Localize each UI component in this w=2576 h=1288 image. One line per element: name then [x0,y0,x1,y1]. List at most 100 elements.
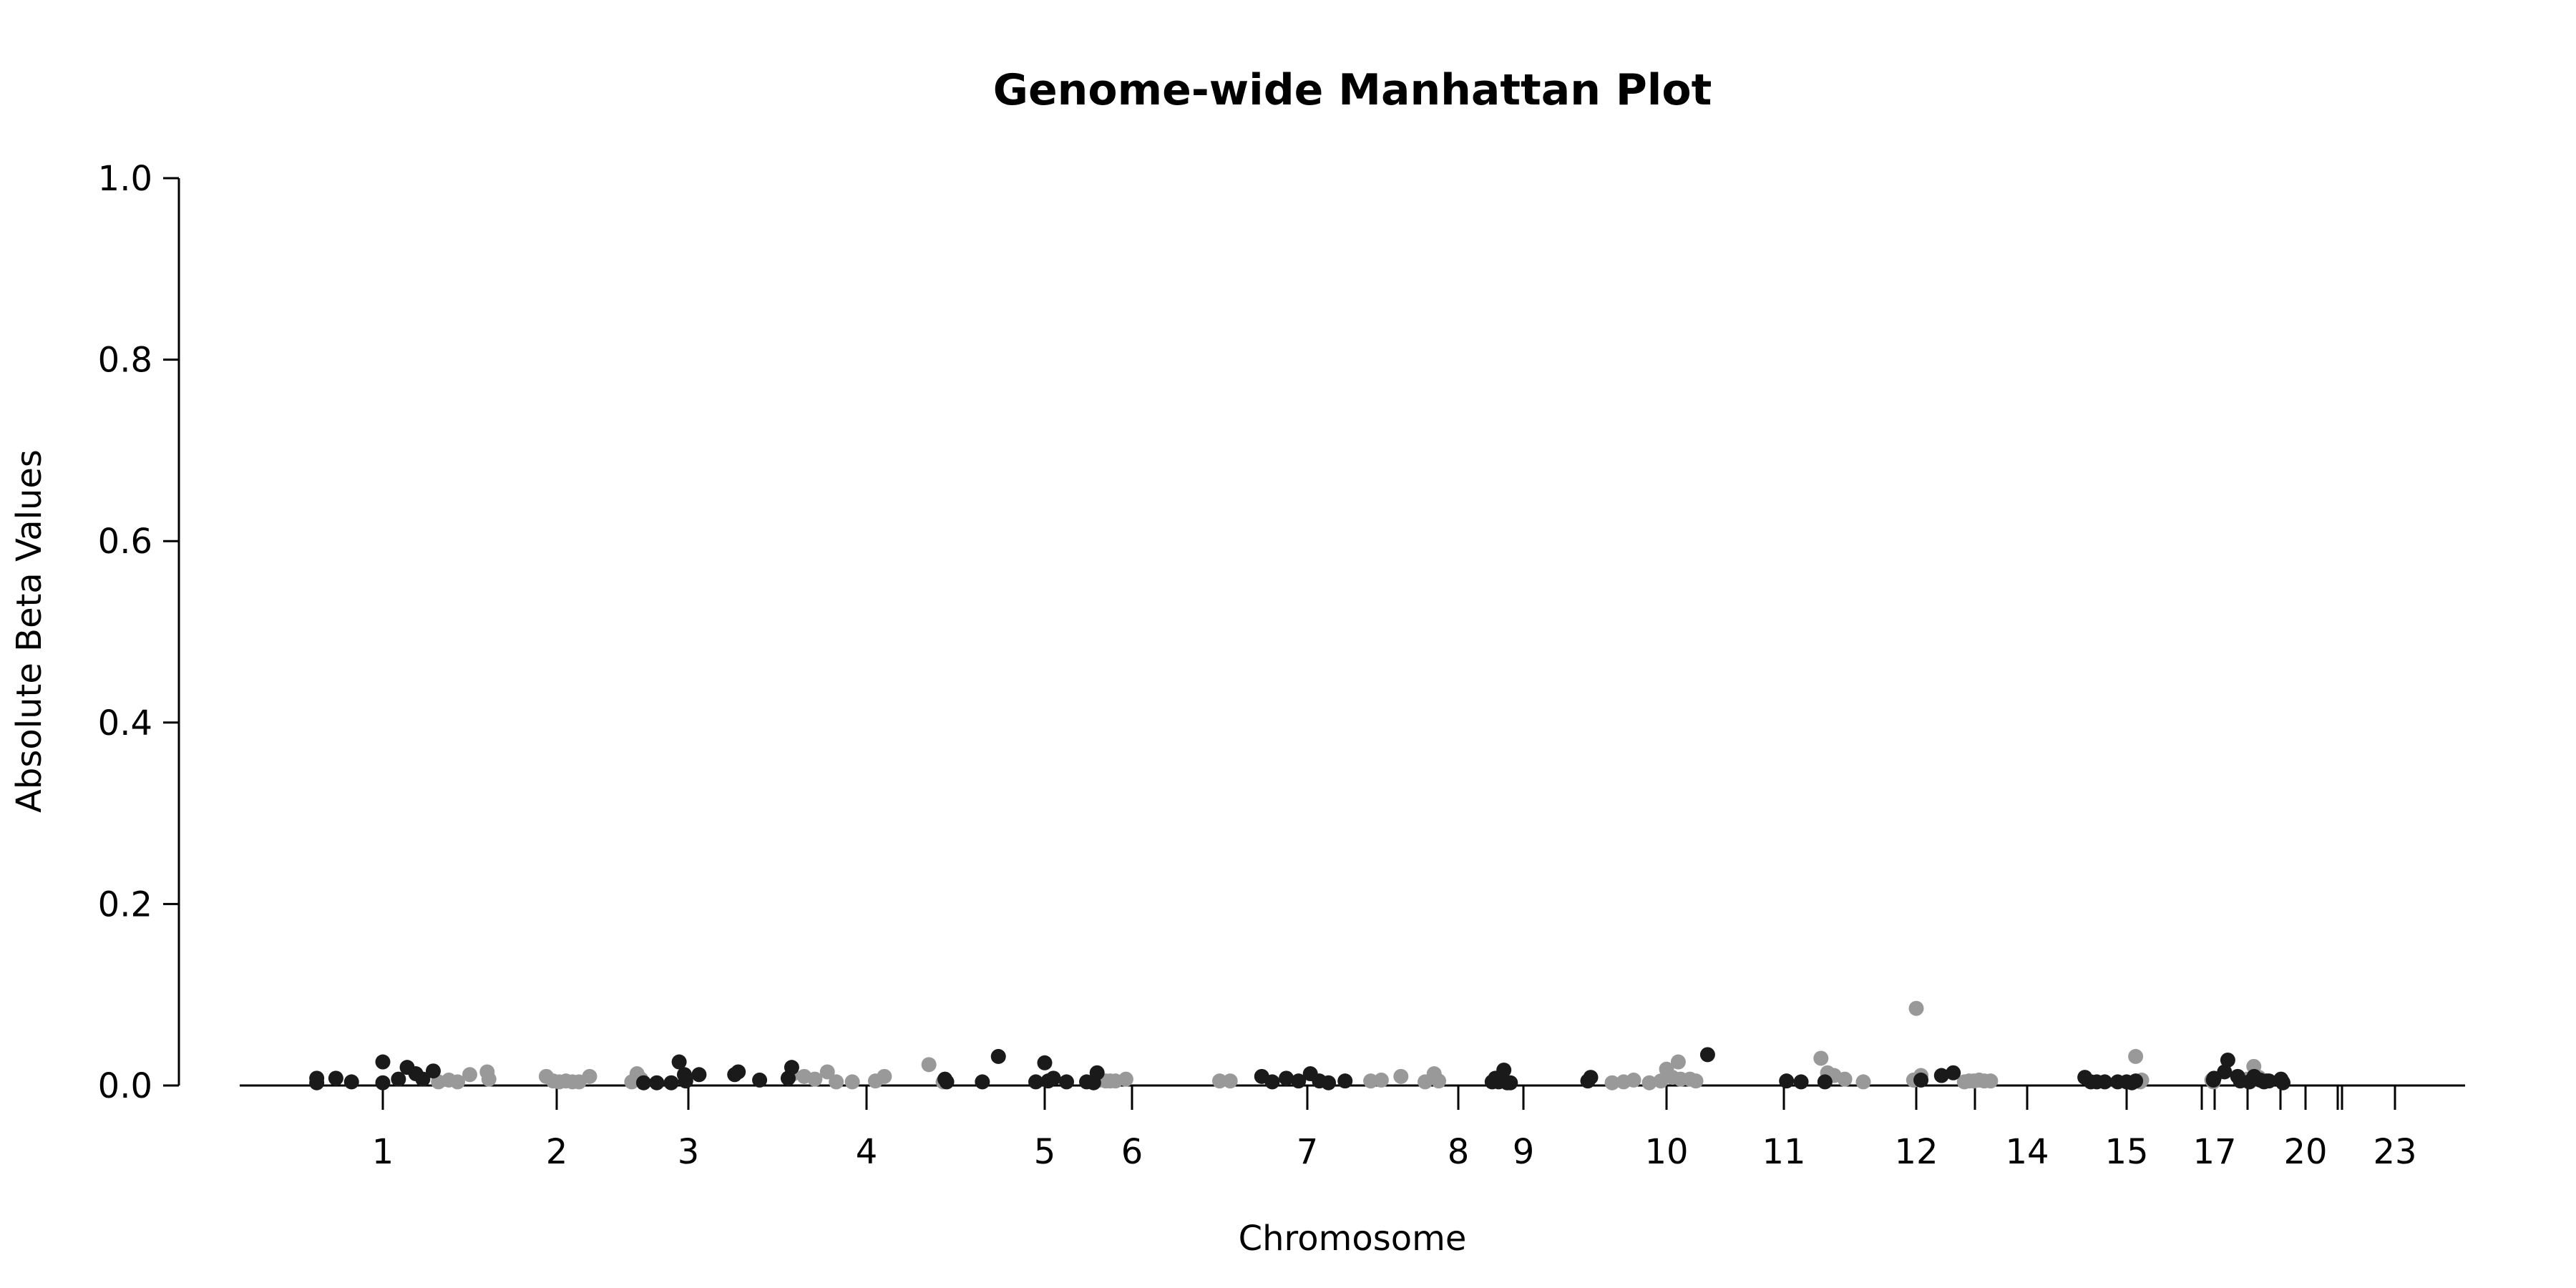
data-point-light [877,1068,892,1084]
data-point-dark [2220,1052,2235,1068]
data-point-light [1908,1000,1924,1016]
data-point-dark [2275,1075,2290,1091]
data-point-light [462,1067,477,1083]
data-point-dark [691,1067,707,1083]
data-point-dark [635,1075,651,1091]
data-point-dark [1291,1073,1307,1089]
data-point-dark [375,1054,391,1070]
data-point-dark [425,1063,441,1079]
x-tick-label: 6 [1121,1132,1143,1172]
data-point-light [2128,1048,2144,1064]
data-point-light [921,1057,937,1073]
data-point-dark [1503,1075,1518,1091]
y-tick-label: 0.8 [98,341,152,381]
x-tick-label: 7 [1297,1132,1319,1172]
data-point-light [829,1074,844,1090]
data-point-dark [1913,1072,1929,1088]
data-point-dark [1059,1074,1074,1090]
data-point-dark [671,1054,687,1070]
data-point-dark [1793,1074,1809,1090]
data-point-light [1222,1073,1238,1089]
y-tick-label: 0.6 [98,522,152,562]
data-point-light [1670,1054,1686,1070]
data-point-dark [1817,1074,1833,1090]
x-tick-label: 2 [546,1132,568,1172]
x-tick-label: 10 [1644,1132,1688,1172]
y-tick-label: 1.0 [98,159,152,199]
data-point-light [582,1068,597,1084]
data-point-dark [1779,1073,1795,1089]
y-tick-label: 0.4 [98,703,152,743]
data-point-light [1373,1072,1389,1088]
chart-title: Genome-wide Manhattan Plot [993,65,1712,115]
data-point-dark [1279,1070,1294,1086]
x-tick-label: 5 [1034,1132,1056,1172]
data-point-dark [1028,1074,1044,1090]
data-point-dark [2261,1073,2277,1089]
data-point-light [1837,1071,1853,1087]
y-axis-label: Absolute Beta Values [9,449,49,813]
data-point-light [1118,1071,1133,1087]
data-point-light [819,1064,835,1080]
data-point-dark [1045,1070,1061,1086]
data-point-dark [990,1048,1006,1064]
data-point-light [1813,1050,1829,1066]
x-tick-label: 15 [2104,1132,2148,1172]
data-point-dark [663,1075,679,1091]
data-point-dark [975,1074,990,1090]
data-point-dark [1496,1062,1512,1078]
x-tick-label: 23 [2373,1132,2416,1172]
data-point-dark [752,1072,768,1088]
data-point-dark [1264,1074,1280,1090]
x-tick-label: 20 [2283,1132,2327,1172]
data-point-dark [2217,1064,2233,1080]
data-points [309,1000,2290,1091]
data-point-light [481,1071,497,1087]
data-point-dark [2097,1074,2112,1090]
x-tick-label: 11 [1762,1132,1805,1172]
x-tick-label: 4 [856,1132,878,1172]
data-point-dark [1946,1065,1961,1080]
data-point-dark [1321,1075,1337,1091]
data-point-dark [391,1071,406,1087]
data-point-dark [939,1074,955,1090]
data-point-dark [678,1073,693,1089]
x-tick-label: 14 [2005,1132,2049,1172]
data-point-dark [1933,1068,1949,1083]
x-tick-label: 3 [678,1132,700,1172]
data-point-light [1431,1073,1447,1089]
y-axis: 0.0 0.2 0.4 0.6 0.8 1.0 [98,159,180,1106]
data-point-light [1604,1075,1620,1091]
data-point-light [1626,1072,1641,1088]
data-point-light [1688,1073,1704,1089]
x-tick-label: 8 [1448,1132,1470,1172]
y-tick-label: 0.2 [98,884,152,924]
data-point-dark [1699,1047,1715,1063]
x-axis-label: Chromosome [1239,1219,1467,1259]
data-point-dark [328,1070,343,1086]
data-point-dark [731,1064,746,1080]
data-point-dark [1085,1075,1101,1091]
data-point-light [807,1071,823,1087]
data-point-dark [780,1070,796,1086]
x-tick-label: 9 [1513,1132,1535,1172]
data-point-dark [375,1075,391,1091]
data-point-light [1641,1075,1657,1091]
x-tick-label: 1 [372,1132,394,1172]
data-point-light [1393,1068,1409,1084]
data-point-dark [309,1075,325,1091]
data-point-light [449,1074,465,1090]
data-point-dark [1037,1055,1053,1070]
x-tick-label: 12 [1894,1132,1938,1172]
data-point-dark [1337,1073,1353,1089]
x-axis: 1 2 3 4 5 6 7 8 9 10 11 12 14 15 17 20 23 [240,1084,2465,1172]
data-point-light [1653,1073,1669,1089]
data-point-dark [1583,1070,1599,1085]
x-tick-label: 17 [2192,1132,2236,1172]
data-point-light [844,1074,860,1090]
data-point-dark [649,1075,665,1091]
data-point-dark [415,1071,431,1087]
y-tick-label: 0.0 [98,1066,152,1106]
data-point-light [1983,1073,1999,1089]
